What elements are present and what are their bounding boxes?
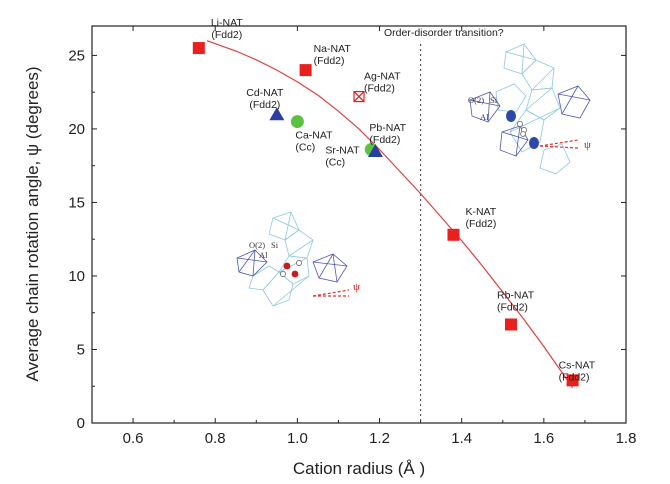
inset-label-si: Si [271,240,279,250]
point-symmetry-label: (Fdd2) [249,99,280,111]
point-label: K-NAT [465,206,496,218]
data-point-cs-nat [566,374,579,387]
point-label: Ag-NAT [364,71,401,83]
transition-annotation: Order-disorder transition? [384,27,504,39]
point-label: Ca-NAT [295,130,333,142]
data-points [192,42,579,387]
point-labels: Li-NAT(Fdd2)Na-NAT(Fdd2)Ag-NAT(Fdd2)Cd-N… [211,17,596,383]
point-label: Sr-NAT [325,145,360,157]
point-label: Rb-NAT [497,289,535,301]
point-symmetry-label: (Cc) [325,157,345,169]
data-point-pb-nat [367,143,383,157]
data-point-rb-nat [504,318,517,331]
inset-label-al: Al [259,250,268,260]
y-tick-label: 0 [77,415,85,432]
point-label: Cd-NAT [246,87,284,99]
point-label: Pb-NAT [369,122,406,134]
point-label: Na-NAT [314,43,352,55]
x-tick-label: 1.0 [287,430,308,447]
psi-symbol: ψ [353,281,360,293]
plot-frame [91,25,627,424]
inset-label-si: Si [490,95,498,105]
point-symmetry-label: (Fdd2) [364,83,395,95]
water-site [520,131,526,137]
y-axis-title: Average chain rotation angle, ψ (degrees… [23,66,42,381]
inset-label-o2: O(2) [249,240,265,250]
y-tick-label: 20 [68,121,85,138]
psi-symbol: ψ [584,139,591,151]
axis-ticks: 0.6 0.8 1.0 1.2 1.4 1.6 1.8 0 5 10 15 20 25 [68,26,636,447]
cation-site [283,262,291,270]
data-point-ag-nat [353,90,365,103]
data-point-na-nat [299,64,312,77]
point-label: Li-NAT [211,17,243,29]
data-point-ca-nat [290,115,304,129]
y-tick-label: 15 [68,194,85,211]
psi-line [539,145,579,149]
y-tick-label: 5 [77,341,85,358]
inset-label-al: Al [480,112,489,122]
y-tick-label: 25 [68,47,85,64]
fit-curve [206,40,574,389]
x-tick-label: 1.6 [533,430,554,447]
data-point-li-nat [192,42,205,55]
inset-structure-right: O(2) Si Al ψ [468,43,591,175]
cation-site [529,137,539,149]
point-symmetry-label: (Cc) [295,142,315,154]
water-site [517,121,523,127]
water-site [280,271,286,277]
x-tick-label: 1.8 [616,430,637,447]
point-symmetry-label: (Fdd2) [497,301,528,313]
cation-site [291,270,299,278]
psi-line [539,139,579,147]
inset-structure-left: O(2) Si Al ψ [236,211,360,307]
x-tick-label: 0.6 [123,430,144,447]
point-symmetry-label: (Fdd2) [211,29,242,41]
point-symmetry-label: (Fdd2) [369,134,400,146]
cation-site [506,110,516,122]
x-tick-label: 1.4 [451,430,472,447]
point-label: Cs-NAT [559,359,596,371]
y-tick-label: 10 [68,268,85,285]
point-symmetry-label: (Fdd2) [559,371,590,383]
x-tick-label: 0.8 [205,430,226,447]
x-tick-label: 1.2 [369,430,390,447]
data-point-cd-nat [269,107,285,121]
x-axis-title: Cation radius (Å ) [293,459,425,478]
water-site [296,260,302,266]
psi-line [312,289,350,297]
point-symmetry-label: (Fdd2) [314,55,345,67]
point-symmetry-label: (Fdd2) [465,218,496,230]
inset-label-o2: O(2) [468,95,484,105]
data-point-k-nat [447,228,460,241]
